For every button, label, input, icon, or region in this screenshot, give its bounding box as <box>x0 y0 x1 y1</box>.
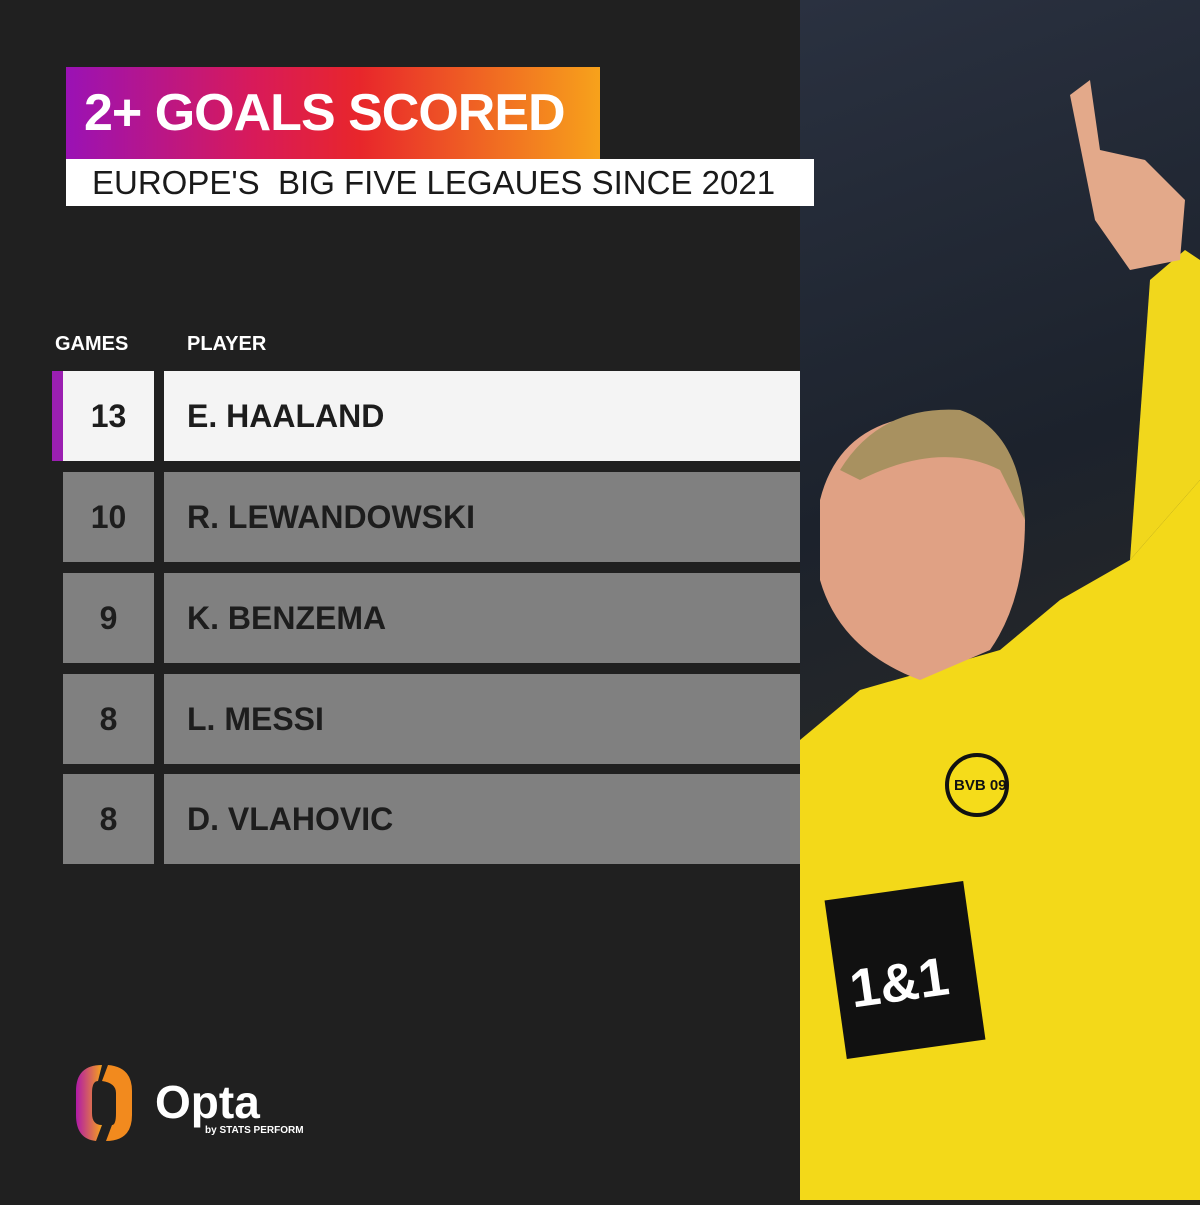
table-row: 9 K. BENZEMA <box>63 573 800 663</box>
stats-perform-tagline: by STATS PERFORM <box>205 1125 304 1136</box>
games-cell: 10 <box>63 472 154 562</box>
sponsor-patch: 1&1 <box>824 881 986 1059</box>
games-cell: 8 <box>63 774 154 864</box>
player-photo: 1&1 BVB 09 <box>800 0 1200 1200</box>
svg-text:1&1: 1&1 <box>846 946 952 1019</box>
player-column-header: PLAYER <box>187 333 267 355</box>
games-column-header: GAMES <box>55 333 129 355</box>
player-cell: R. LEWANDOWSKI <box>164 472 800 562</box>
player-cell: E. HAALAND <box>164 371 800 461</box>
games-cell: 8 <box>63 674 154 764</box>
player-cell: L. MESSI <box>164 674 800 764</box>
player-cell: D. VLAHOVIC <box>164 774 800 864</box>
highlight-accent <box>52 371 63 461</box>
bvb-badge <box>945 753 1009 817</box>
opta-wordmark: Opta <box>155 1076 260 1128</box>
opta-logo-icon <box>76 1065 132 1141</box>
player-cell: K. BENZEMA <box>164 573 800 663</box>
table-row: 10 R. LEWANDOWSKI <box>63 472 800 562</box>
table-row: 8 L. MESSI <box>63 674 800 764</box>
games-cell: 9 <box>63 573 154 663</box>
page-title: 2+ GOALS SCORED <box>66 67 600 159</box>
page-subtitle: EUROPE'S BIG FIVE LEGAUES SINCE 2021 <box>66 159 814 206</box>
table-row: 8 D. VLAHOVIC <box>63 774 800 864</box>
table-row: 13 E. HAALAND <box>52 371 800 461</box>
player-illustration: 1&1 BVB 09 <box>800 80 1200 1200</box>
svg-text:BVB 09: BVB 09 <box>954 777 1007 794</box>
games-cell: 13 <box>63 371 154 461</box>
